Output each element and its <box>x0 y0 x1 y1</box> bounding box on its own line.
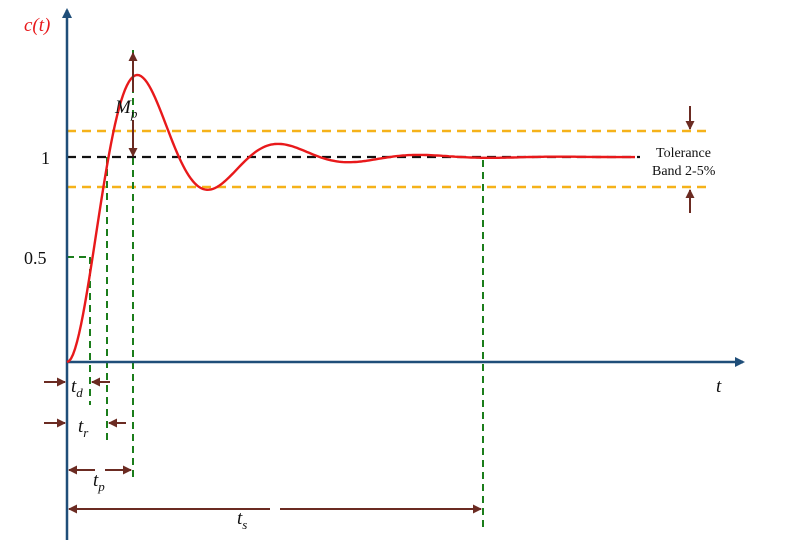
tolerance-label-line1: Tolerance <box>656 146 711 161</box>
y-axis-label: c(t) <box>24 15 50 36</box>
tick-label-one: 1 <box>41 148 50 168</box>
tolerance-label-line2: Band 2-5% <box>652 164 716 179</box>
step-response-curve <box>67 75 635 362</box>
settling-time-label: ts <box>237 508 247 532</box>
tick-label-half: 0.5 <box>24 248 47 268</box>
x-axis-label: t <box>716 376 722 397</box>
peak-time-label: tp <box>93 470 105 494</box>
overshoot-label: Mp <box>114 97 138 121</box>
delay-time-label: td <box>71 376 83 400</box>
rise-time-label: tr <box>78 416 89 440</box>
